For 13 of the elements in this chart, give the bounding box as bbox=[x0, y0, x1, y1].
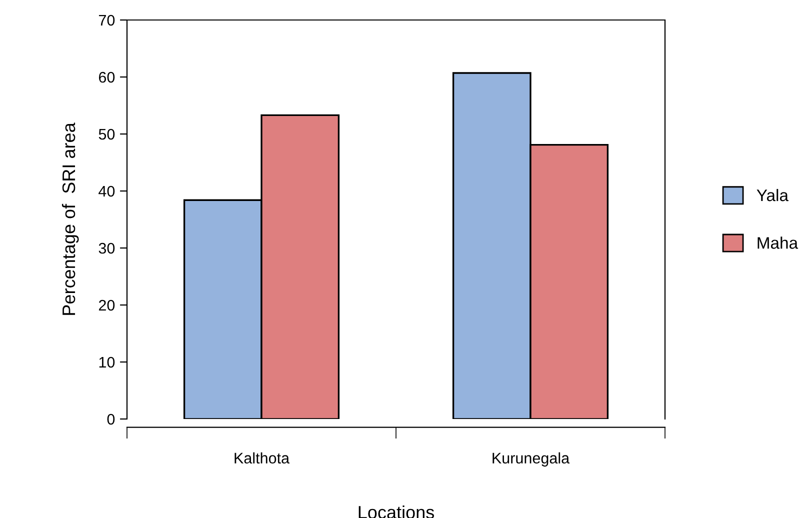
y-tick-label: 60 bbox=[98, 72, 115, 83]
legend-label: Yala bbox=[756, 188, 788, 202]
y-tick-label: 40 bbox=[98, 186, 115, 197]
x-tick-label: Kurunegala bbox=[492, 452, 570, 467]
y-tick-label: 30 bbox=[98, 242, 115, 254]
y-tick-label: 0 bbox=[107, 414, 115, 425]
y-tick-label: 50 bbox=[98, 128, 115, 140]
x-tick-label: Kalthota bbox=[234, 452, 290, 464]
y-tick-label: 20 bbox=[98, 300, 115, 311]
y-tick-label: 70 bbox=[98, 14, 115, 26]
legend-label: Maha bbox=[758, 236, 798, 249]
y-tick-label: 10 bbox=[99, 356, 115, 368]
y-axis-title: Percentage of SRI area bbox=[62, 122, 79, 315]
